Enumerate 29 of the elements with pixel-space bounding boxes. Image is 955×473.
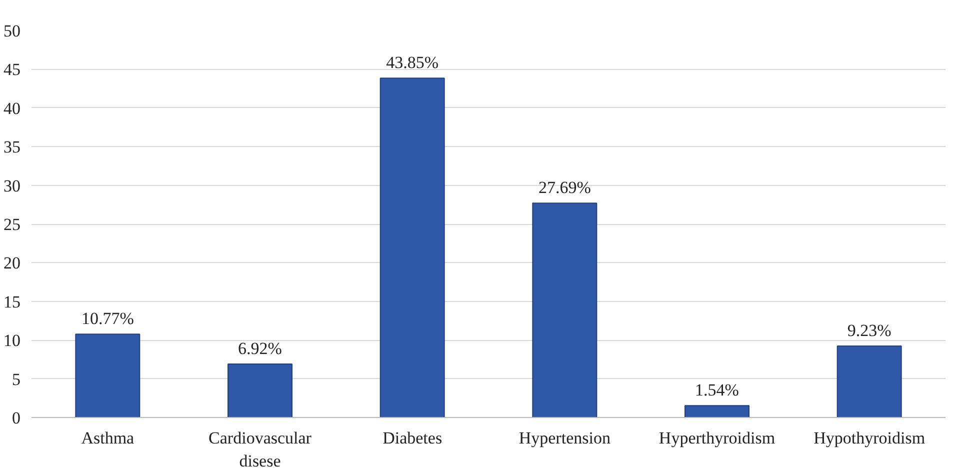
y-tick-label: 5 — [12, 370, 20, 389]
y-tick-label: 50 — [4, 22, 20, 40]
y-tick-label: 0 — [12, 408, 20, 428]
y-tick-label: 20 — [4, 254, 20, 273]
bar — [684, 405, 750, 418]
x-tick-label: Cardiovascular disese — [208, 428, 312, 470]
y-tick-label: 35 — [4, 138, 20, 157]
x-tick-label: Diabetes — [382, 428, 442, 448]
data-label: 9.23% — [847, 321, 892, 340]
data-label: 10.77% — [81, 309, 134, 328]
x-tick-label: Hypothyroidism — [814, 428, 926, 448]
bar — [836, 346, 902, 418]
data-label: 1.54% — [695, 380, 739, 400]
bar — [75, 334, 140, 418]
data-label: 43.85% — [386, 53, 439, 72]
y-tick-label: 25 — [4, 215, 20, 234]
x-tick-label: Asthma — [81, 428, 135, 448]
y-tick-label: 40 — [4, 98, 20, 118]
x-tick-label: Hypertension — [518, 428, 611, 448]
bar — [380, 78, 445, 418]
y-tick-label: 10 — [4, 331, 20, 350]
y-tick-label: 15 — [4, 292, 20, 312]
bar — [228, 363, 292, 418]
y-tick-label: 45 — [4, 60, 20, 80]
data-label: 6.92% — [238, 338, 282, 358]
data-label: 27.69% — [538, 178, 591, 198]
bar — [532, 202, 598, 418]
y-tick-label: 30 — [4, 176, 20, 196]
x-tick-label: Hyperthyroidism — [658, 428, 776, 448]
